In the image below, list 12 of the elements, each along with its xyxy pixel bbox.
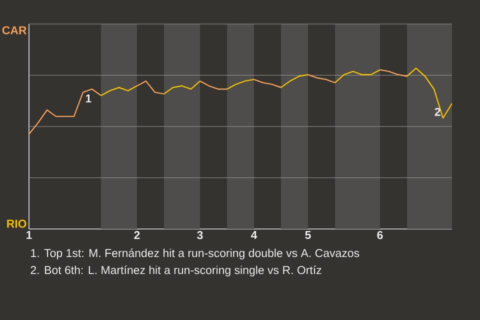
x-tick-label: 3 (197, 231, 203, 240)
x-tick-label: 5 (305, 231, 311, 240)
text: 2. Bot 6th: L. Martínez hit a run-scoring single vs R. Ortíz (30, 266, 322, 276)
x-tick-label: 2 (134, 231, 140, 240)
text: CAR (2, 26, 27, 34)
x-tick-label: 4 (250, 231, 258, 239)
x-tick-label: 6 (377, 231, 383, 240)
x-tick-label: 1 (26, 231, 32, 239)
text: RIO (7, 220, 26, 228)
text: 1. Top 1st: M. Fernández hit a run-scoring double vs A. Cavazos (31, 248, 360, 260)
annotation: 2 (434, 108, 440, 116)
annotation: 1 (86, 94, 92, 102)
